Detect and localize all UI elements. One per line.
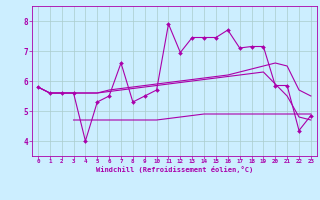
X-axis label: Windchill (Refroidissement éolien,°C): Windchill (Refroidissement éolien,°C) [96,166,253,173]
